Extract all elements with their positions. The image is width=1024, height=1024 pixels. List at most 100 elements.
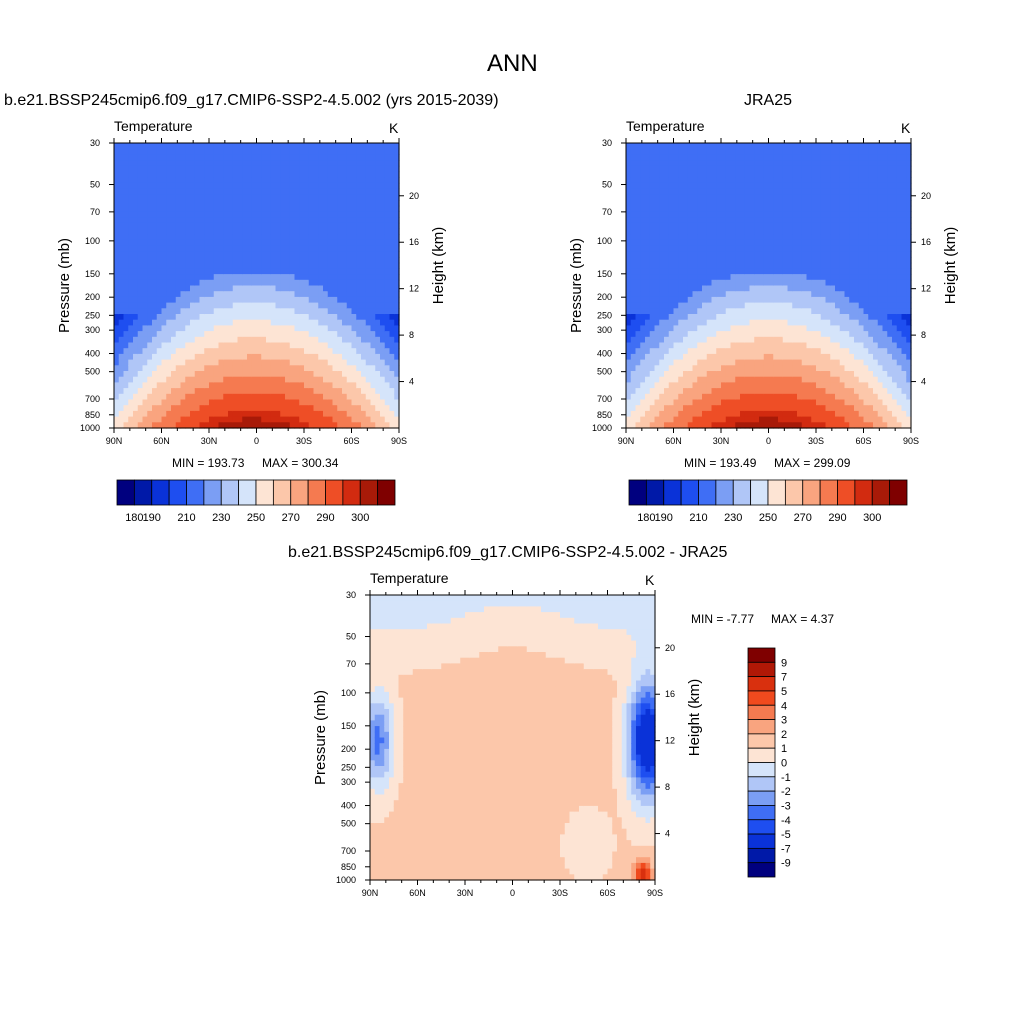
contour-cell (123, 291, 129, 298)
contour-cell (626, 171, 632, 178)
contour-cell (332, 325, 338, 332)
contour-cell (280, 239, 286, 247)
contour-cell (351, 160, 357, 167)
contour-cell (218, 154, 224, 161)
contour-cell (242, 331, 248, 338)
contour-cell (361, 234, 367, 241)
contour-cell (394, 239, 400, 247)
contour-cell (735, 410, 741, 418)
contour-cell (365, 371, 372, 378)
contour-cell (180, 160, 186, 167)
contour-cell (735, 393, 741, 401)
contour-cell (251, 217, 258, 224)
contour-cell (778, 274, 784, 281)
contour-cell (749, 160, 755, 167)
contour-cell (759, 416, 765, 423)
contour-cell (683, 296, 689, 304)
contour-cell (256, 234, 262, 241)
contour-cell (721, 359, 727, 366)
contour-cell (118, 410, 125, 418)
contour-cell (247, 314, 253, 321)
contour-cell (626, 279, 632, 287)
contour-cell (237, 165, 243, 173)
contour-cell (342, 296, 348, 304)
contour-cell (716, 325, 722, 332)
contour-cell (630, 314, 637, 321)
contour-cell (697, 382, 703, 389)
contour-cell (175, 336, 182, 344)
contour-cell (673, 217, 679, 224)
contour-cell (375, 182, 381, 190)
contour-cell (185, 382, 191, 389)
contour-cell (209, 416, 215, 423)
contour-cell (237, 228, 243, 235)
contour-cell (346, 239, 353, 247)
contour-cell (365, 336, 372, 344)
contour-cell (375, 399, 381, 406)
contour-cell (190, 365, 196, 372)
contour-cell (692, 251, 698, 258)
contour-cell (147, 177, 153, 184)
contour-cell (199, 279, 205, 287)
contour-cell (171, 336, 177, 344)
contour-cell (375, 257, 381, 264)
contour-cell (384, 160, 391, 167)
contour-cell (668, 296, 675, 304)
contour-cell (654, 268, 660, 275)
contour-cell (313, 171, 319, 178)
contour-cell (394, 405, 400, 412)
contour-cell (706, 279, 713, 287)
contour-cell (133, 376, 139, 383)
contour-cell (275, 222, 281, 230)
contour-cell (123, 160, 129, 167)
contour-cell (213, 422, 220, 429)
contour-cell (654, 222, 660, 230)
contour-cell (218, 302, 224, 309)
contour-cell (673, 376, 679, 383)
contour-cell (313, 182, 319, 190)
contour-cell (744, 182, 751, 190)
contour-cell (266, 165, 272, 173)
contour-cell (175, 308, 182, 315)
contour-cell (711, 393, 717, 401)
contour-cell (778, 194, 784, 201)
contour-cell (394, 234, 400, 241)
contour-cell (280, 388, 286, 395)
contour-cell (687, 399, 694, 406)
contour-cell (725, 331, 732, 338)
contour-cell (323, 376, 329, 383)
contour-cell (251, 302, 258, 309)
contour-cell (123, 325, 129, 332)
contour-cell (270, 285, 277, 292)
contour-cell (304, 336, 310, 344)
contour-cell (683, 319, 689, 326)
contour-cell (706, 211, 713, 218)
contour-cell (678, 251, 684, 258)
contour-cell (194, 388, 201, 395)
contour-cell (361, 388, 367, 395)
contour-cell (213, 194, 220, 201)
contour-cell (327, 365, 334, 372)
contour-cell (356, 336, 362, 344)
contour-cell (114, 268, 120, 275)
contour-cell (242, 154, 248, 161)
contour-cell (351, 148, 357, 155)
contour-cell (142, 211, 148, 218)
contour-cell (332, 393, 338, 401)
contour-cell (768, 143, 774, 150)
contour-cell (175, 222, 182, 230)
contour-cell (114, 200, 120, 207)
contour-cell (740, 331, 746, 338)
contour-cell (792, 228, 798, 235)
contour-cell (706, 405, 713, 412)
contour-cell (285, 376, 291, 383)
contour-cell (232, 314, 239, 321)
contour-cell (228, 393, 234, 401)
contour-cell (725, 371, 732, 378)
contour-cell (380, 160, 386, 167)
contour-cell (683, 388, 689, 395)
contour-cell (304, 382, 310, 389)
contour-cell (242, 308, 248, 315)
contour-cell (289, 382, 296, 389)
contour-cell (654, 285, 660, 292)
